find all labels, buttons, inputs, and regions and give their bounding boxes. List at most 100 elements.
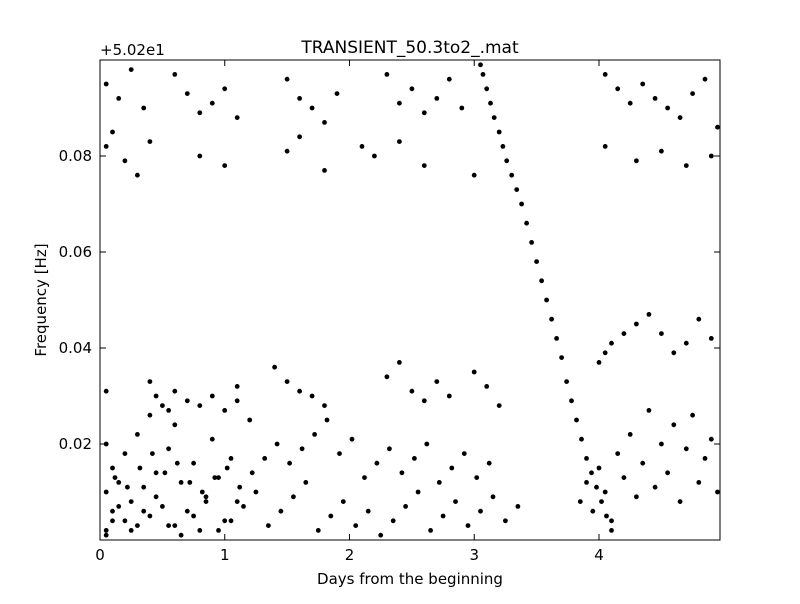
x-tick-label: 2 xyxy=(345,546,355,564)
data-point xyxy=(384,72,390,77)
data-point xyxy=(696,316,702,322)
data-point xyxy=(353,523,359,528)
data-point xyxy=(471,369,477,375)
data-point xyxy=(222,518,228,524)
data-point xyxy=(434,96,440,101)
data-point xyxy=(715,124,720,130)
data-point xyxy=(266,523,271,528)
data-point xyxy=(112,475,118,480)
data-point xyxy=(103,532,109,538)
data-point xyxy=(609,518,614,524)
data-point xyxy=(303,480,309,485)
data-point xyxy=(160,504,165,509)
data-point xyxy=(372,153,377,159)
data-point xyxy=(539,278,544,284)
data-point xyxy=(328,513,334,519)
data-point xyxy=(103,81,109,87)
data-point xyxy=(602,144,608,149)
data-point xyxy=(228,456,234,461)
data-point xyxy=(103,388,109,394)
data-point xyxy=(421,398,427,404)
data-point xyxy=(216,475,221,480)
data-point xyxy=(659,148,664,154)
data-point xyxy=(409,86,415,92)
data-point xyxy=(297,388,302,394)
data-point xyxy=(440,513,446,519)
data-point xyxy=(141,484,147,490)
data-point xyxy=(162,470,168,476)
data-point xyxy=(166,446,172,452)
data-point xyxy=(291,494,296,500)
data-point xyxy=(529,240,534,245)
data-point xyxy=(436,480,442,485)
data-point xyxy=(147,412,153,418)
data-point xyxy=(322,403,327,408)
data-point xyxy=(103,441,109,447)
data-point xyxy=(135,172,140,178)
data-point xyxy=(627,100,633,106)
data-point xyxy=(125,484,130,490)
axis-ticks: 0 1 2 3 4 0.02 0.04 0.06 0.08 xyxy=(59,60,720,564)
data-point xyxy=(500,144,506,149)
data-point xyxy=(365,508,371,514)
data-point xyxy=(309,105,315,111)
data-point xyxy=(128,499,134,504)
data-point xyxy=(337,451,342,456)
data-point xyxy=(334,91,340,96)
data-point xyxy=(172,422,178,428)
data-point xyxy=(564,379,569,384)
data-point xyxy=(309,393,315,399)
data-point xyxy=(671,350,677,356)
data-point xyxy=(172,72,178,77)
data-point xyxy=(453,499,458,504)
data-point xyxy=(708,336,714,341)
data-point xyxy=(172,388,178,394)
data-point xyxy=(197,403,203,408)
data-point xyxy=(659,331,664,336)
data-point xyxy=(297,96,302,101)
y-tick-label: 0.08 xyxy=(59,147,92,165)
data-point xyxy=(459,105,465,111)
data-point xyxy=(652,484,658,490)
data-point xyxy=(677,499,683,504)
data-point xyxy=(187,480,193,485)
data-point xyxy=(137,465,143,471)
data-point xyxy=(484,86,490,92)
data-point xyxy=(509,172,515,178)
data-point xyxy=(589,470,594,476)
data-point xyxy=(646,408,652,413)
data-point xyxy=(412,456,417,461)
data-point xyxy=(274,441,280,447)
data-point xyxy=(421,163,427,169)
data-point xyxy=(216,528,221,533)
y-tick-label: 0.04 xyxy=(59,339,92,357)
data-point xyxy=(474,475,480,480)
data-point xyxy=(241,504,246,509)
data-point xyxy=(449,465,455,471)
data-point xyxy=(178,532,184,538)
data-point xyxy=(322,168,327,173)
data-point xyxy=(646,312,652,317)
data-point xyxy=(362,475,367,480)
data-point xyxy=(434,379,440,384)
y-axis-label: Frequency [Hz] xyxy=(32,243,50,356)
data-point xyxy=(486,460,492,466)
data-point xyxy=(103,489,109,495)
data-point xyxy=(153,393,159,399)
data-point xyxy=(153,470,159,476)
data-point xyxy=(378,532,384,538)
data-point xyxy=(203,494,209,500)
data-point xyxy=(322,120,327,125)
data-point xyxy=(397,139,402,145)
x-tick-label: 1 xyxy=(220,546,230,564)
data-point xyxy=(222,163,228,169)
data-point xyxy=(287,460,292,466)
data-point xyxy=(534,259,539,264)
plot-frame xyxy=(99,59,721,541)
data-point xyxy=(683,340,689,346)
data-point xyxy=(634,494,639,500)
data-point xyxy=(272,364,277,370)
data-point xyxy=(671,422,677,428)
data-point xyxy=(374,460,380,466)
